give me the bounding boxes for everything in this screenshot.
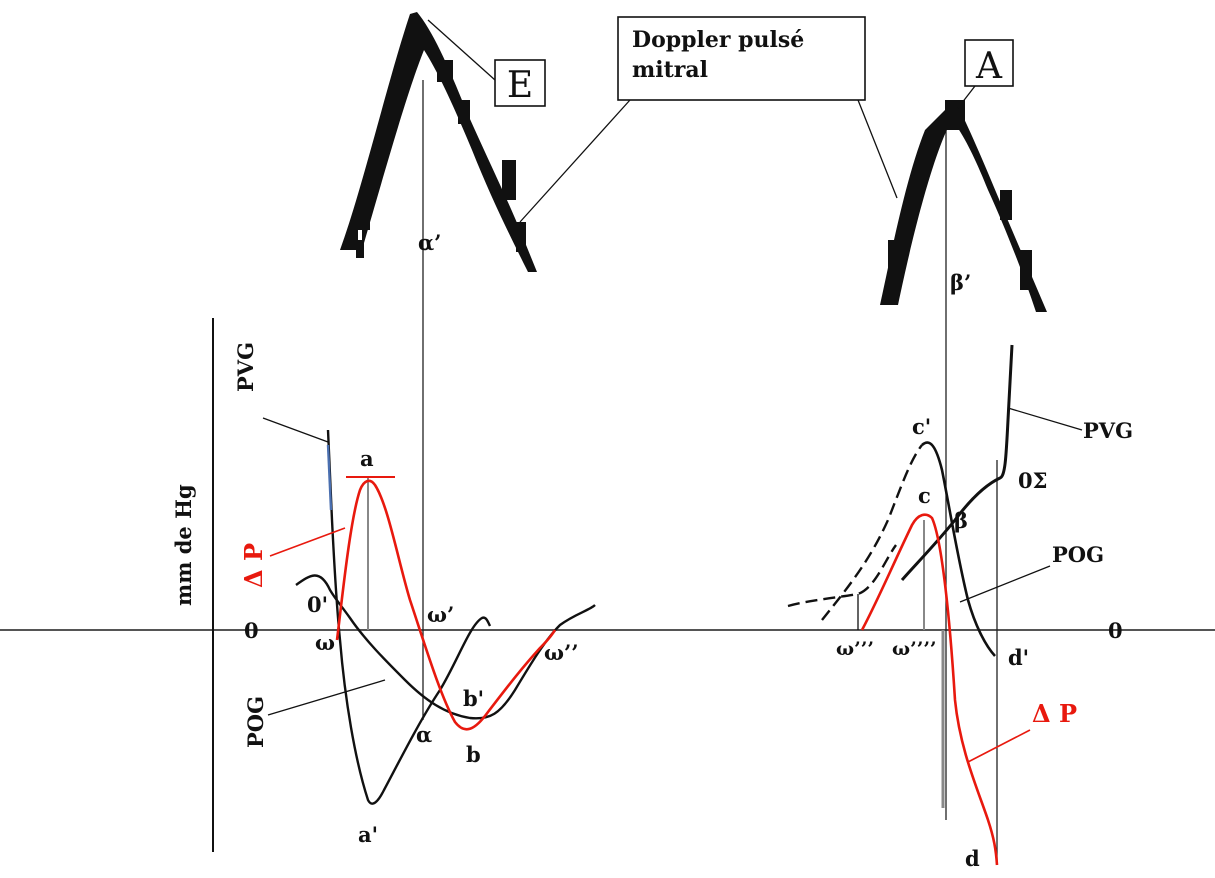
- pointer-e: [427, 19, 496, 81]
- label-zero-right: 0: [1108, 618, 1123, 643]
- label-alpha: α: [416, 722, 432, 747]
- pointer-a: [957, 85, 976, 109]
- box-doppler-line1: Doppler pulsé: [632, 27, 804, 53]
- label-omega: ω: [315, 630, 335, 655]
- box-e-text: E: [507, 65, 533, 106]
- label-beta: β: [954, 508, 968, 533]
- label-omega-4: ω’’’’: [892, 638, 937, 660]
- label-d: d: [965, 846, 980, 871]
- label-pog-right: POG: [1052, 542, 1104, 567]
- pog-curve-right-dashed: [787, 544, 897, 608]
- pvg-curve-left: [326, 429, 492, 805]
- label-beta-prime: β’: [950, 270, 971, 295]
- pvg-curve-right: [921, 441, 996, 657]
- label-omega-3: ω’’’: [836, 638, 874, 660]
- label-delta-p-left: Δ P: [239, 543, 268, 588]
- delta-p-curve-left: [335, 479, 557, 731]
- label-b-prime: b': [463, 686, 484, 711]
- pvg-left-leader: [262, 417, 329, 443]
- box-doppler: Doppler pulsé mitral: [617, 16, 866, 101]
- label-pvg-left: PVG: [233, 342, 258, 392]
- pvg-right-leader: [1007, 407, 1083, 431]
- label-alpha-prime: α’: [418, 230, 441, 255]
- pvg-curve-right-upper: [900, 344, 1014, 581]
- label-omega-2: ω’’: [544, 640, 579, 665]
- label-a: a: [360, 446, 374, 471]
- label-a-prime: a': [358, 822, 378, 847]
- label-zero-sigma: 0Σ: [1018, 468, 1047, 493]
- delta-p-curve-right: [860, 513, 999, 866]
- delta-p-right-leader: [967, 729, 1031, 763]
- pointer-doppler-right: [857, 99, 898, 199]
- box-e: E: [494, 59, 546, 107]
- delta-p-left-leader: [269, 527, 346, 557]
- label-c: c: [918, 483, 931, 508]
- pvg-curve-right-dashed: [821, 444, 923, 621]
- pointer-doppler-left: [519, 99, 631, 223]
- box-a-text: A: [975, 46, 1003, 87]
- pvg-hint-left: [326, 444, 333, 511]
- label-pog-left: POG: [243, 696, 268, 748]
- box-doppler-line2: mitral: [632, 57, 708, 83]
- label-omega-1: ω’: [427, 602, 454, 627]
- doppler-a-wave: [880, 100, 1047, 312]
- box-a: A: [964, 39, 1014, 87]
- label-pvg-right: PVG: [1083, 418, 1133, 443]
- pog-right-leader: [959, 565, 1051, 603]
- doppler-e-wave: [340, 12, 537, 272]
- label-zero-prime: 0': [307, 592, 328, 617]
- label-delta-p-right: Δ P: [1032, 699, 1077, 728]
- pog-left-leader: [267, 679, 386, 716]
- label-b: b: [466, 742, 481, 767]
- label-y-axis: mm de Hg: [171, 484, 196, 606]
- label-c-prime: c': [912, 414, 931, 439]
- label-zero-left: 0: [244, 618, 259, 643]
- label-d-prime: d': [1008, 645, 1029, 670]
